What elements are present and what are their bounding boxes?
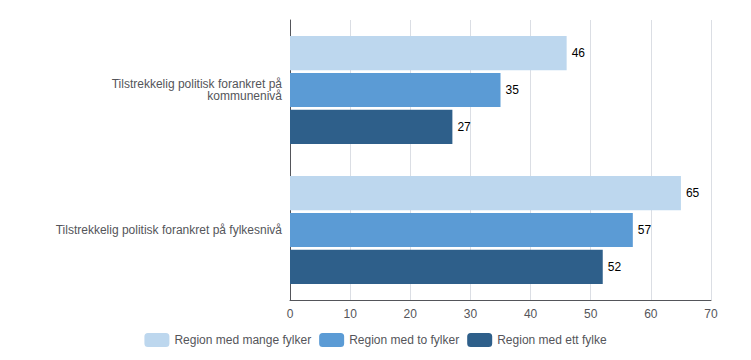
svg-text:kommunenivå: kommunenivå: [207, 89, 282, 103]
svg-text:27: 27: [457, 120, 471, 134]
svg-text:Region med mange fylker: Region med mange fylker: [174, 333, 311, 347]
svg-text:10: 10: [343, 307, 357, 321]
svg-text:50: 50: [584, 307, 598, 321]
svg-text:57: 57: [638, 223, 652, 237]
svg-text:70: 70: [704, 307, 718, 321]
svg-text:46: 46: [572, 46, 586, 60]
svg-text:20: 20: [404, 307, 418, 321]
svg-text:Tilstrekkelig politisk forankr: Tilstrekkelig politisk forankret på fylk…: [56, 223, 283, 237]
svg-text:40: 40: [524, 307, 538, 321]
svg-text:52: 52: [608, 260, 622, 274]
svg-text:0: 0: [287, 307, 294, 321]
svg-text:65: 65: [686, 186, 700, 200]
svg-text:Region med ett fylke: Region med ett fylke: [497, 333, 607, 347]
svg-text:Tilstrekkelig politisk forankr: Tilstrekkelig politisk forankret på: [111, 77, 282, 91]
svg-text:Region med to fylker: Region med to fylker: [349, 333, 459, 347]
svg-text:35: 35: [506, 83, 520, 97]
svg-text:30: 30: [464, 307, 478, 321]
svg-text:60: 60: [644, 307, 658, 321]
